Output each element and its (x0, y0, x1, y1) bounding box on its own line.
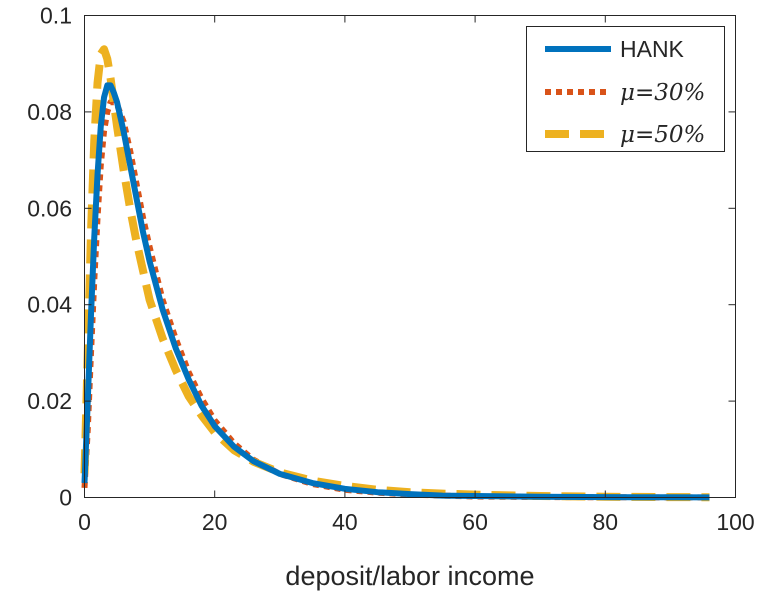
series-line-0 (81, 82, 710, 501)
x-tick-label: 80 (593, 509, 619, 535)
legend: HANK μ=30% μ=50% (526, 26, 725, 152)
x-tick-label: 100 (716, 509, 754, 535)
x-tick-label: 20 (202, 509, 228, 535)
y-tick-label: 0.06 (27, 195, 72, 221)
legend-label-hank: HANK (620, 36, 685, 62)
y-tick-label: 0 (59, 485, 72, 511)
y-tick-label: 0.04 (27, 292, 72, 318)
x-axis-label: deposit/labor income (285, 561, 534, 591)
series-layer (80, 45, 710, 502)
x-tick-label: 40 (332, 509, 358, 535)
plot-area-border (84, 15, 736, 498)
x-tick-label: 0 (78, 509, 91, 535)
y-tick-label: 0.08 (27, 99, 72, 125)
y-tick-label: 0.02 (27, 388, 72, 414)
legend-label-mu50: μ=50% (620, 122, 705, 148)
x-tick-label: 60 (462, 509, 488, 535)
ticks-layer: 0 20 40 60 80 100 0 0.02 0.04 0.06 0.08 0.1 (27, 3, 754, 536)
y-tick-label: 0.1 (40, 3, 72, 29)
legend-label-mu30: μ=30% (620, 80, 705, 106)
